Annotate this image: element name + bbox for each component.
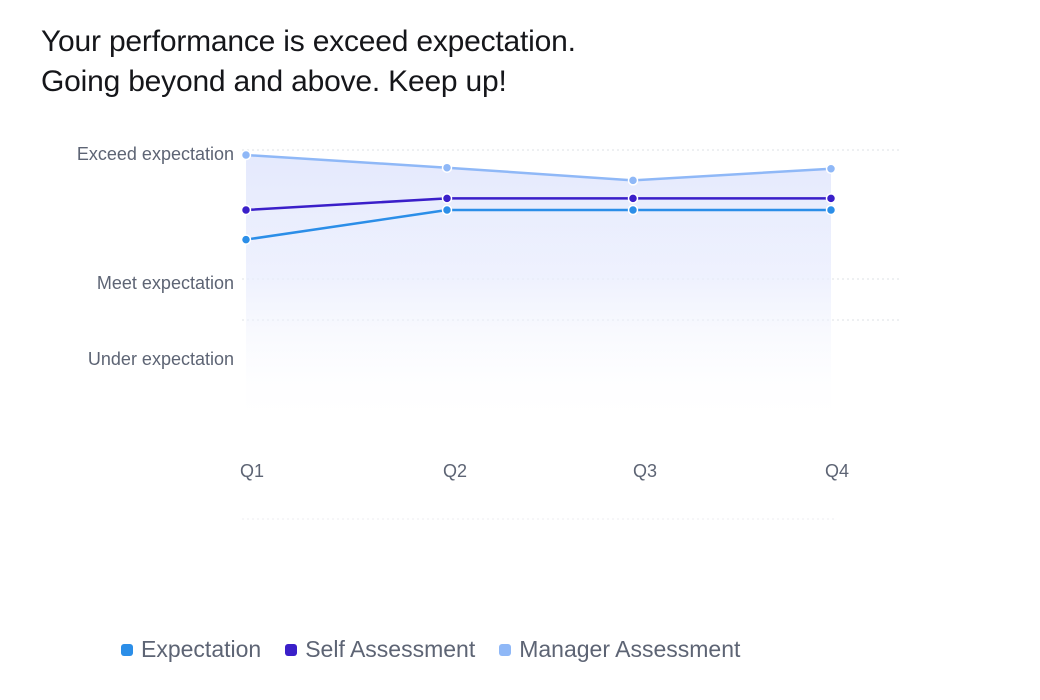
- data-point[interactable]: [441, 162, 453, 173]
- series-manager-assessment: [240, 149, 837, 186]
- data-point[interactable]: [240, 234, 252, 245]
- legend-label: Manager Assessment: [519, 636, 741, 662]
- series-lines: [240, 149, 837, 245]
- data-point[interactable]: [627, 175, 639, 186]
- legend-label: Expectation: [141, 636, 262, 662]
- data-point[interactable]: [240, 204, 252, 216]
- grid-lines: [242, 149, 900, 520]
- x-tick-label: Q2: [443, 461, 467, 481]
- series-line: [244, 153, 833, 182]
- chart-legend: Expectation Self Assessment Manager Assess…: [121, 636, 740, 663]
- x-tick-label: Q1: [240, 461, 264, 481]
- data-point[interactable]: [825, 193, 837, 204]
- data-point[interactable]: [441, 193, 453, 204]
- area-fill: [246, 155, 831, 430]
- y-axis-labels: Under expectation Meet expectation Exceed …: [77, 144, 234, 369]
- data-point[interactable]: [441, 204, 453, 216]
- performance-chart: Under expectation Meet expectation Exceed …: [77, 144, 900, 520]
- y-tick-label: Under expectation: [88, 349, 234, 369]
- series-line: [244, 208, 833, 241]
- data-point[interactable]: [627, 193, 639, 204]
- x-tick-label: Q4: [825, 461, 849, 481]
- series-line: [244, 197, 833, 212]
- legend-item-manager-assessment[interactable]: Manager Assessment: [499, 636, 740, 663]
- legend-swatch: [121, 643, 133, 656]
- data-point[interactable]: [825, 204, 837, 216]
- data-point[interactable]: [627, 204, 639, 216]
- chart-area: [246, 155, 831, 430]
- series-expectation: [240, 204, 837, 245]
- x-tick-label: Q3: [633, 461, 657, 481]
- legend-swatch: [285, 643, 298, 656]
- data-point[interactable]: [240, 149, 252, 161]
- y-tick-label: Meet expectation: [97, 273, 234, 293]
- series-self-assessment: [240, 193, 837, 216]
- legend-item-self-assessment[interactable]: Self Assessment: [285, 636, 475, 663]
- y-tick-label: Exceed expectation: [77, 144, 234, 164]
- legend-label: Self Assessment: [305, 636, 476, 662]
- headline-line-2: Going beyond and above. Keep up!: [41, 65, 507, 98]
- x-axis-labels: Q1 Q2 Q3 Q4: [240, 461, 849, 481]
- headline-line-1: Your performance is exceed expectation.: [41, 25, 576, 58]
- data-point[interactable]: [825, 163, 837, 174]
- legend-swatch: [499, 643, 512, 656]
- performance-headline: Your performance is exceed expectation. …: [41, 22, 576, 102]
- legend-item-expectation[interactable]: Expectation: [121, 636, 261, 663]
